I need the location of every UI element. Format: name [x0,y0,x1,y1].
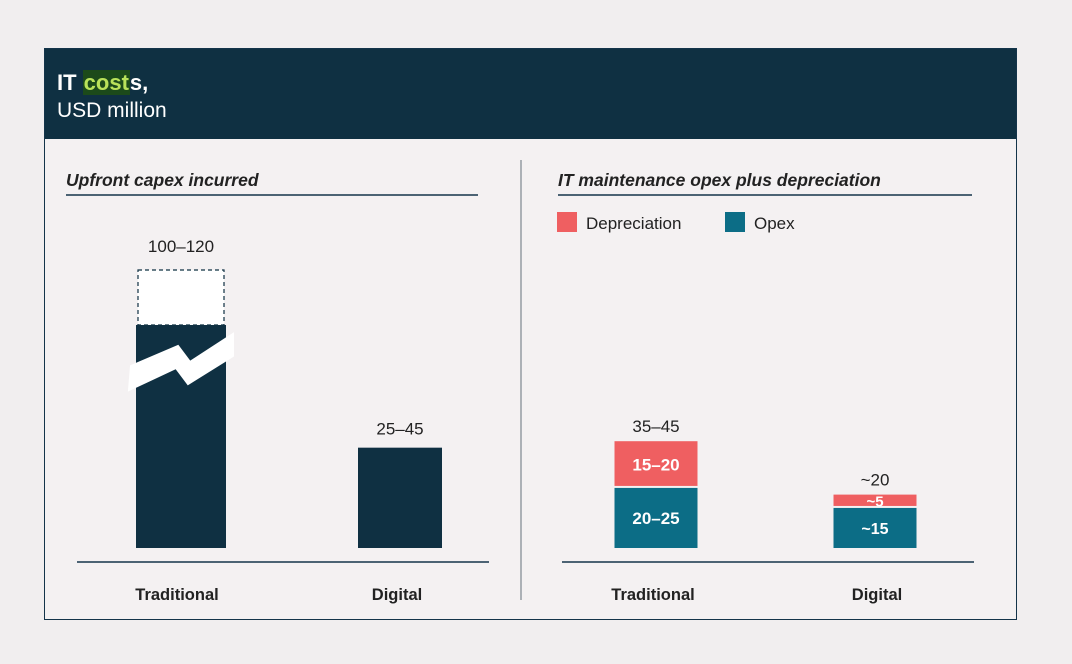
panel-title-capex: Upfront capex incurred [66,170,259,190]
chart-subtitle: USD million [57,99,167,122]
bar-depreciation-digital [833,494,917,506]
chart-header: IT costs, USD million [45,49,1016,139]
legend-swatch-depreciation [557,212,577,232]
bar-capex-traditional-range [137,269,225,326]
title-highlight: cost [82,70,130,95]
chart-title: IT costs, [57,70,149,95]
bar-opex-traditional [614,487,698,548]
title-post: s, [129,70,149,95]
data-label-depreciation-digital: ~5 [866,493,883,510]
category-label-opex-digital: Digital [852,586,902,604]
category-label-opex-traditional: Traditional [611,586,694,604]
axis-break-mark [127,332,234,392]
data-label-capex-digital: 25–45 [376,420,423,439]
data-label-opex-traditional: 20–25 [632,509,679,528]
category-label-capex-digital: Digital [372,586,422,604]
legend-swatch-opex [725,212,745,232]
data-label-opex-digital: ~15 [861,521,888,538]
title-pre: IT [57,70,83,95]
data-label-depreciation-traditional: 15–20 [632,456,679,475]
bar-depreciation-traditional [614,441,698,486]
total-label-traditional: 35–45 [632,417,679,436]
panel-title-opex: IT maintenance opex plus depreciation [558,170,881,190]
bar-capex-digital [358,447,442,548]
legend-label-depreciation: Depreciation [586,214,681,233]
bar-opex-digital [833,507,917,548]
data-label-capex-traditional: 100–120 [148,237,214,256]
legend-label-opex: Opex [754,214,795,233]
total-label-digital: ~20 [861,471,890,490]
category-label-capex-traditional: Traditional [135,586,218,604]
